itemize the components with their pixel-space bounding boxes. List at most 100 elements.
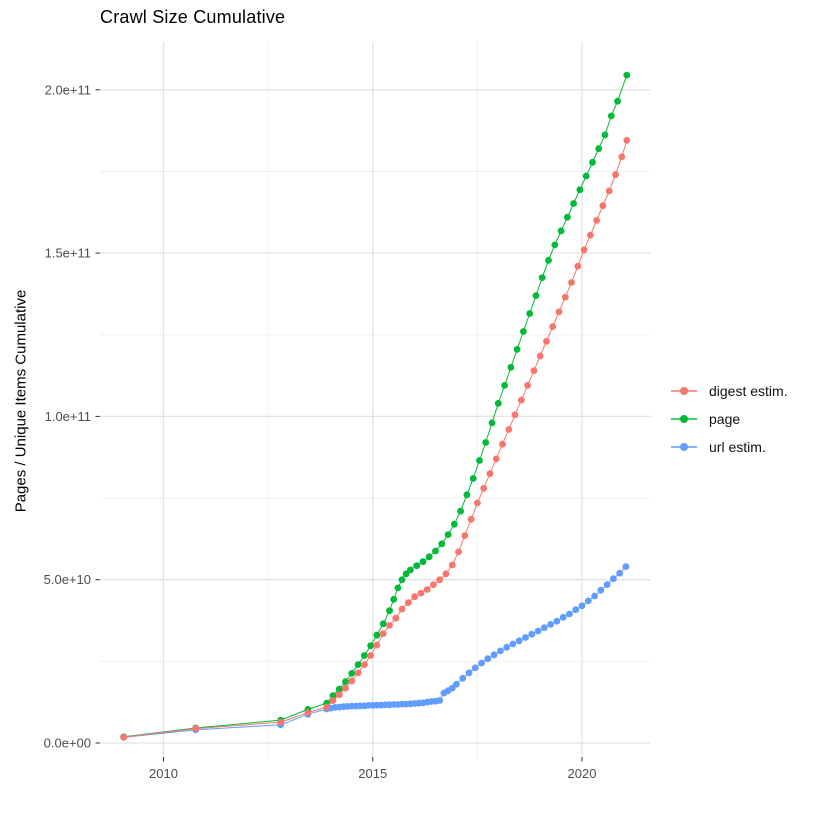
legend-key-digest-icon: [671, 386, 697, 395]
data-point-url-estim-: [528, 630, 536, 638]
y-tick-label: 1.5e+11: [45, 246, 91, 261]
data-point-digest-estim-: [524, 382, 531, 389]
data-point-digest-estim-: [561, 293, 569, 301]
data-point-digest-estim-: [323, 703, 331, 711]
legend-key-dot: [680, 414, 688, 423]
data-point-page: [513, 346, 521, 353]
data-point-digest-estim-: [486, 470, 494, 477]
data-point-digest-estim-: [492, 455, 500, 463]
data-point-url-estim-: [610, 575, 617, 583]
data-point-digest-estim-: [192, 725, 200, 732]
data-point-page: [623, 71, 631, 79]
data-point-digest-estim-: [461, 532, 469, 539]
x-tick-label: 2015: [358, 766, 387, 781]
data-point-page: [361, 652, 368, 659]
data-point-digest-estim-: [448, 561, 456, 569]
data-point-digest-estim-: [505, 426, 513, 433]
data-point-url-estim-: [566, 610, 573, 618]
data-point-digest-estim-: [467, 515, 475, 523]
data-point-page: [501, 382, 508, 389]
data-point-url-estim-: [509, 640, 517, 648]
data-point-url-estim-: [540, 624, 548, 632]
data-point-url-estim-: [553, 617, 561, 625]
data-point-url-estim-: [534, 627, 542, 635]
data-point-page: [507, 364, 515, 371]
data-point-page: [545, 256, 552, 264]
data-point-page: [463, 491, 471, 499]
data-point-digest-estim-: [587, 231, 594, 239]
data-point-url-estim-: [453, 680, 460, 688]
data-point-digest-estim-: [618, 153, 626, 161]
data-point-digest-estim-: [411, 593, 418, 601]
data-point-page: [607, 112, 615, 120]
data-point-digest-estim-: [605, 187, 613, 195]
data-point-digest-estim-: [348, 677, 356, 685]
data-point-digest-estim-: [398, 605, 406, 613]
data-point-page: [425, 553, 433, 561]
data-point-digest-estim-: [430, 581, 437, 588]
data-point-url-estim-: [616, 569, 624, 577]
data-point-page: [335, 685, 343, 693]
data-point-digest-estim-: [329, 697, 337, 704]
data-point-digest-estim-: [354, 669, 362, 677]
data-point-url-estim-: [622, 563, 630, 570]
data-point-digest-estim-: [555, 308, 563, 316]
data-point-page: [379, 620, 387, 628]
chart-title: Crawl Size Cumulative: [100, 7, 286, 27]
y-tick-label: 2.0e+11: [45, 82, 91, 97]
data-point-digest-estim-: [580, 246, 588, 254]
data-point-page: [601, 131, 609, 139]
data-point-digest-estim-: [574, 262, 582, 270]
data-point-page: [582, 172, 590, 180]
data-point-digest-estim-: [373, 641, 381, 649]
data-point-url-estim-: [597, 586, 605, 594]
data-point-url-estim-: [522, 634, 529, 641]
data-point-url-estim-: [490, 651, 498, 659]
data-point-url-estim-: [578, 602, 586, 610]
data-point-digest-estim-: [499, 440, 506, 448]
data-point-page: [413, 562, 421, 570]
data-point-digest-estim-: [517, 396, 525, 404]
x-tick-label: 2020: [568, 766, 597, 781]
data-point-page: [551, 241, 559, 249]
data-point-page: [476, 457, 483, 464]
data-point-digest-estim-: [543, 337, 550, 345]
data-point-digest-estim-: [549, 323, 557, 330]
data-point-digest-estim-: [120, 733, 128, 741]
data-point-digest-estim-: [417, 589, 425, 597]
data-point-url-estim-: [591, 592, 598, 600]
data-point-page: [342, 678, 349, 685]
data-point-url-estim-: [478, 659, 485, 667]
data-point-digest-estim-: [342, 684, 349, 692]
data-point-page: [576, 186, 584, 194]
data-point-url-estim-: [497, 647, 504, 655]
data-point-digest-estim-: [367, 652, 375, 659]
legend-key-url-icon: [671, 442, 697, 451]
data-point-url-estim-: [603, 581, 611, 588]
data-point-url-estim-: [465, 669, 473, 677]
data-point-url-estim-: [584, 597, 592, 605]
data-point-url-estim-: [471, 664, 479, 672]
data-point-digest-estim-: [277, 718, 285, 726]
data-point-url-estim-: [459, 674, 467, 682]
data-point-page: [394, 584, 402, 592]
data-point-digest-estim-: [480, 484, 488, 492]
legend-label: url estim.: [709, 438, 766, 455]
series-line-url-estim-: [123, 566, 627, 738]
data-point-url-estim-: [515, 637, 523, 645]
data-point-page: [367, 642, 375, 650]
data-point-page: [398, 576, 406, 584]
data-point-digest-estim-: [442, 570, 450, 578]
data-point-url-estim-: [572, 606, 580, 614]
data-point-digest-estim-: [536, 352, 544, 360]
data-point-page: [354, 661, 362, 668]
data-point-digest-estim-: [335, 691, 343, 699]
data-point-url-estim-: [503, 643, 511, 651]
data-point-page: [614, 97, 621, 105]
data-point-page: [329, 692, 337, 699]
data-point-page: [386, 607, 393, 615]
data-point-url-estim-: [559, 613, 567, 621]
data-point-url-estim-: [547, 621, 554, 628]
legend-item-digest-estim: digest estim.: [669, 381, 788, 400]
data-point-page: [457, 507, 464, 515]
